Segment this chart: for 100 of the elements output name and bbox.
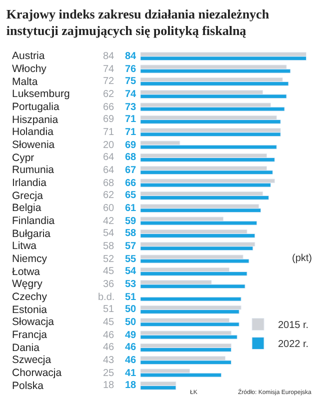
bar [140, 343, 232, 348]
bar [140, 360, 232, 365]
data-label: 50 [125, 317, 137, 328]
y-tick-label: Litwa [12, 240, 37, 252]
data-label: 71 [125, 114, 137, 125]
y-tick-label: Chorwacja [12, 367, 62, 379]
data-label: 64 [103, 165, 115, 176]
y-tick-label: Portugalia [12, 101, 60, 113]
data-label: 41 [125, 368, 137, 379]
y-tick-label: Niemcy [12, 253, 48, 265]
y-tick-label: Grecja [12, 190, 44, 202]
bar [140, 284, 246, 289]
bar [140, 120, 281, 124]
data-label: 68 [103, 178, 115, 189]
bar [140, 178, 275, 184]
data-label: 71 [125, 127, 137, 138]
bar [140, 52, 306, 56]
data-label: 66 [103, 102, 115, 113]
bar [140, 170, 273, 175]
bar [140, 208, 262, 213]
y-tick-label: Czechy [12, 291, 48, 303]
data-label: 54 [125, 266, 137, 277]
data-label: 73 [125, 102, 137, 113]
y-tick-label: Finlandia [12, 215, 55, 227]
data-label: 46 [103, 342, 115, 353]
data-label: 54 [103, 228, 115, 239]
bar [140, 381, 176, 386]
bar [140, 94, 287, 99]
y-tick-label: Dania [12, 342, 40, 354]
data-label: 74 [103, 64, 115, 75]
data-label: 46 [125, 342, 137, 353]
data-label: 76 [125, 64, 137, 75]
data-label: 58 [125, 228, 137, 239]
data-label: 55 [125, 254, 137, 265]
y-tick-label: Cypr [12, 152, 35, 164]
y-tick-label: Słowacja [12, 316, 54, 328]
bar [140, 334, 238, 340]
y-tick-label: Słowenia [12, 139, 55, 151]
bar [140, 258, 250, 264]
chart-title: Krajowy indeks zakresu działania niezależnych instytucji zajmujących się polityką fiskalną [6, 6, 270, 38]
data-label: 65 [125, 190, 137, 201]
bar [140, 220, 258, 226]
bar [140, 386, 176, 390]
legend-label: 2022 r. [278, 339, 309, 350]
data-label: 25 [103, 368, 115, 379]
y-tick-label: Węgry [12, 278, 44, 290]
data-label: 57 [125, 241, 137, 252]
data-label: 45 [103, 266, 115, 277]
y-tick-label: Belgia [12, 202, 42, 214]
bar [140, 182, 271, 188]
y-tick-label: Hiszpania [12, 114, 58, 126]
data-label: 64 [103, 152, 115, 163]
y-tick-label: Łotwa [12, 266, 40, 278]
data-label: 72 [103, 76, 115, 87]
data-label: 51 [125, 292, 137, 303]
y-tick-label: Austria [12, 50, 45, 62]
y-tick-label: Polska [12, 380, 44, 392]
y-tick-label: Bułgaria [12, 228, 51, 240]
bar [140, 115, 277, 120]
data-label: 46 [103, 330, 115, 341]
bar [140, 322, 240, 327]
bar [140, 196, 269, 200]
bar [140, 204, 260, 208]
bar [140, 234, 256, 238]
data-label: 84 [125, 51, 137, 62]
data-label: 45 [103, 317, 115, 328]
data-label: 68 [125, 152, 137, 163]
y-tick-label: Włochy [12, 63, 48, 75]
bar [140, 158, 275, 162]
data-label: 53 [125, 279, 137, 290]
y-tick-label: Estonia [12, 304, 48, 316]
data-label: 67 [125, 165, 137, 176]
data-label: 49 [125, 330, 137, 341]
y-tick-label: Szwecja [12, 354, 52, 366]
bar [140, 348, 232, 352]
y-tick-label: Malta [12, 76, 38, 88]
data-label: 84 [103, 51, 115, 62]
y-tick-label: Luksemburg [12, 88, 70, 100]
data-label: 18 [125, 380, 137, 391]
data-label: 58 [103, 241, 115, 252]
data-label: 62 [103, 190, 115, 201]
bar [140, 372, 222, 378]
data-label: 69 [103, 114, 115, 125]
data-label: 69 [125, 140, 137, 151]
y-tick-label: Holandia [12, 126, 54, 138]
bar [140, 56, 306, 61]
data-label: 74 [125, 89, 137, 100]
bar [140, 296, 242, 302]
data-label: 50 [125, 304, 137, 315]
annotation: (pkt) [292, 253, 312, 264]
legend-label: 2015 r. [278, 320, 309, 332]
text: b.d. [98, 292, 115, 303]
bar [140, 64, 287, 70]
bar [140, 242, 256, 246]
data-label: 42 [103, 216, 115, 227]
data-label: 62 [103, 89, 115, 100]
data-label: 71 [103, 127, 115, 138]
bar [140, 106, 285, 112]
bar [140, 246, 254, 251]
data-label: 59 [125, 216, 137, 227]
